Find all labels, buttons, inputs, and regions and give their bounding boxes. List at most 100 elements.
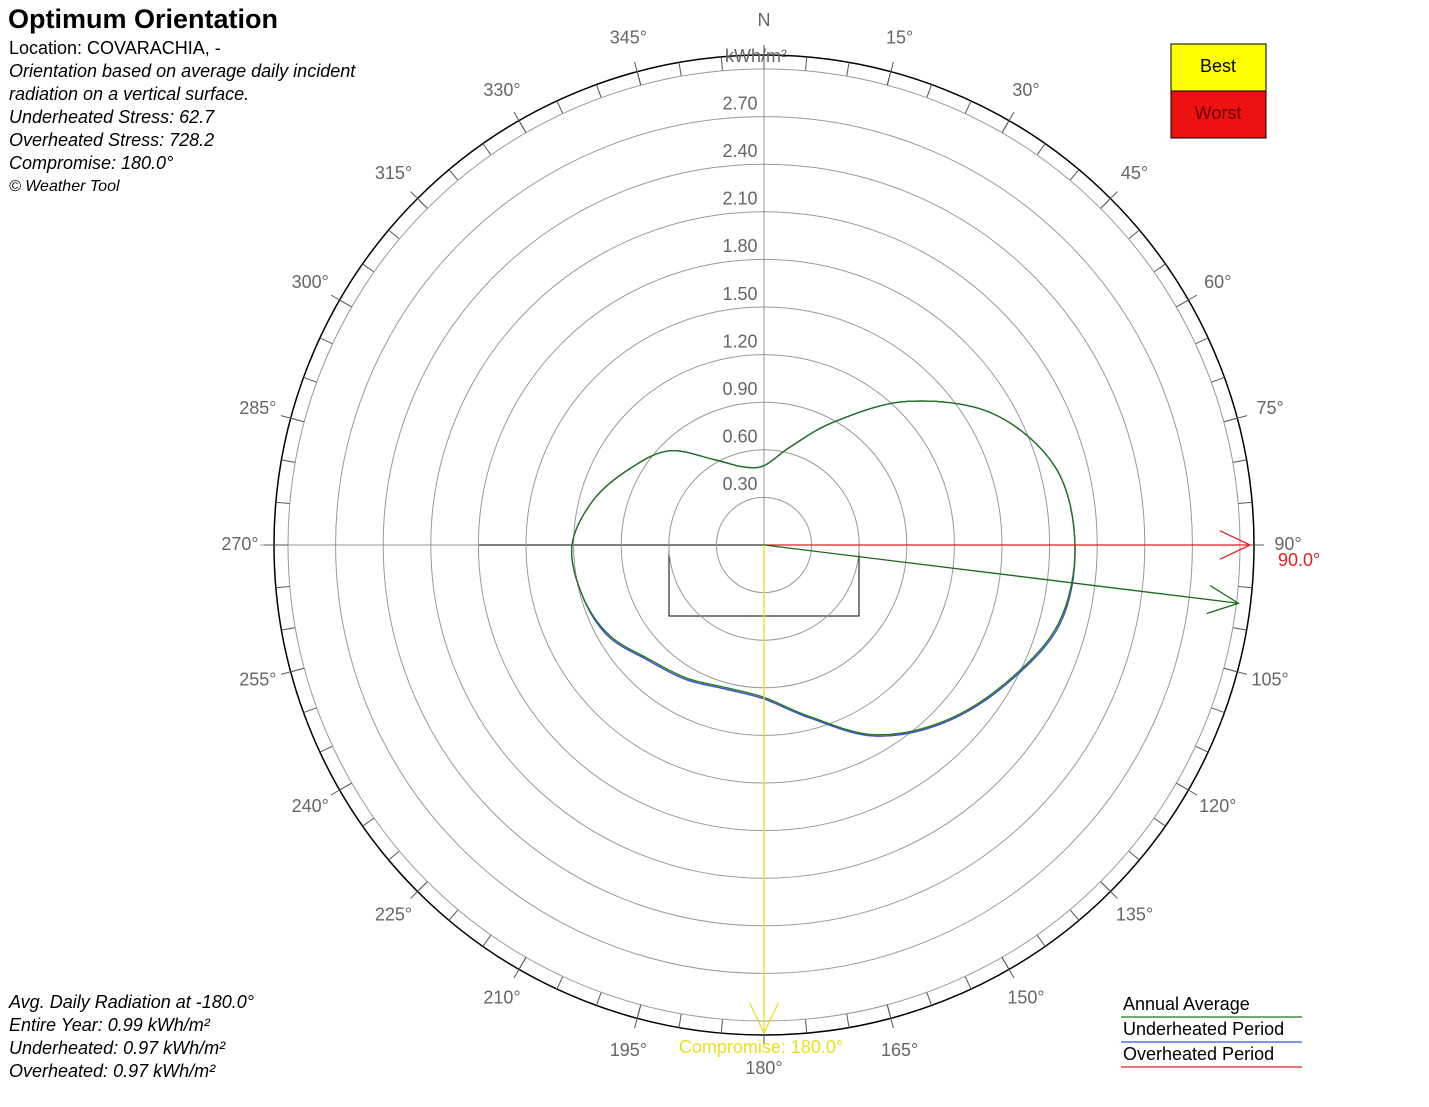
theta-tick-label: 120° — [1199, 796, 1236, 816]
minor-tick — [275, 585, 290, 589]
minor-tick — [388, 229, 400, 240]
minor-tick — [846, 62, 850, 77]
worst-label: Worst — [1195, 103, 1242, 123]
r-tick-label: 1.50 — [722, 284, 757, 304]
summary-line: Overheated: 0.97 kWh/m² — [9, 1061, 216, 1081]
theta-tick-label: 345° — [610, 28, 647, 48]
best-box — [1170, 43, 1267, 92]
average-arrow-head — [1206, 585, 1240, 615]
theta-tick-label: 240° — [292, 796, 329, 816]
best-angle-label: 90.0° — [1278, 550, 1320, 570]
theta-tick — [1175, 782, 1198, 796]
minor-tick — [804, 1019, 808, 1034]
theta-tick — [513, 956, 527, 979]
radial-axis-label: kWh/m² — [725, 46, 787, 66]
info-line: Overheated Stress: 728.2 — [9, 130, 214, 150]
theta-tick-label: 225° — [375, 904, 412, 924]
minor-tick — [362, 817, 375, 827]
summary-line: Underheated: 0.97 kWh/m² — [9, 1038, 226, 1058]
summary-line: Avg. Daily Radiation at -180.0° — [8, 992, 254, 1012]
minor-tick — [1195, 337, 1209, 345]
theta-tick-label: 300° — [292, 272, 329, 292]
theta-tick — [634, 1004, 642, 1029]
theta-tick — [1223, 415, 1248, 423]
minor-tick — [1069, 169, 1080, 181]
legend-label: Overheated Period — [1123, 1044, 1274, 1064]
minor-tick — [448, 909, 459, 921]
theta-tick — [1001, 111, 1015, 134]
theta-tick — [886, 1004, 894, 1029]
theta-tick — [330, 294, 353, 308]
minor-tick — [303, 707, 317, 714]
minor-tick — [1211, 376, 1225, 383]
minor-tick — [1036, 143, 1046, 156]
minor-tick — [964, 976, 972, 990]
minor-tick — [1195, 745, 1209, 753]
r-tick-label: 1.80 — [722, 236, 757, 256]
series-line — [570, 400, 1076, 737]
theta-tick-label: 315° — [375, 163, 412, 183]
theta-tick-label: 15° — [886, 28, 913, 48]
series-line — [570, 400, 1076, 737]
theta-tick-label: 30° — [1012, 80, 1039, 100]
minor-tick — [678, 62, 682, 77]
theta-tick-label: 105° — [1252, 669, 1289, 689]
minor-tick — [678, 1013, 682, 1028]
minor-tick — [281, 459, 296, 463]
theta-tick — [1175, 294, 1198, 308]
best-label: Best — [1200, 56, 1236, 76]
theta-tick — [1223, 667, 1248, 675]
theta-tick — [410, 191, 428, 209]
minor-tick — [556, 976, 564, 990]
minor-tick — [1238, 585, 1253, 589]
theta-tick-label: 45° — [1121, 163, 1148, 183]
theta-tick-label: 270° — [221, 534, 258, 554]
minor-tick — [1153, 263, 1166, 273]
minor-tick — [804, 56, 808, 71]
theta-tick-label: N — [758, 10, 771, 30]
theta-tick-label: 150° — [1007, 988, 1044, 1008]
best-arrow-head — [1219, 530, 1252, 560]
minor-tick — [448, 169, 459, 181]
r-tick-label: 0.30 — [722, 474, 757, 494]
minor-tick — [926, 84, 933, 98]
r-tick-label: 2.70 — [722, 93, 757, 113]
minor-tick — [964, 100, 972, 114]
minor-tick — [595, 992, 602, 1006]
theta-tick-label: 165° — [881, 1040, 918, 1060]
theta-tick-label: 75° — [1257, 398, 1284, 418]
compromise-label: Compromise: 180.0° — [679, 1037, 843, 1057]
minor-tick — [846, 1013, 850, 1028]
minor-tick — [720, 56, 724, 71]
minor-tick — [1036, 934, 1046, 947]
minor-tick — [362, 263, 375, 273]
r-tick-label: 0.60 — [722, 427, 757, 447]
info-line: radiation on a vertical surface. — [9, 84, 249, 104]
r-tick-label: 2.10 — [722, 189, 757, 209]
minor-tick — [303, 376, 317, 383]
theta-tick — [1100, 191, 1118, 209]
theta-tick-label: 195° — [610, 1040, 647, 1060]
info-line: Orientation based on average daily incid… — [9, 61, 356, 81]
minor-tick — [482, 934, 492, 947]
theta-tick — [280, 667, 305, 675]
info-line: Location: COVARACHIA, - — [9, 38, 221, 58]
minor-tick — [388, 850, 400, 861]
minor-tick — [1153, 817, 1166, 827]
minor-tick — [1128, 229, 1140, 240]
legend-label: Underheated Period — [1123, 1019, 1284, 1039]
theta-tick-label: 180° — [745, 1058, 782, 1078]
average-arrow — [763, 544, 1239, 604]
minor-tick — [1232, 459, 1247, 463]
worst-box — [1170, 90, 1267, 139]
minor-tick — [281, 627, 296, 631]
r-tick-label: 2.40 — [722, 141, 757, 161]
minor-tick — [319, 337, 333, 345]
minor-tick — [1128, 850, 1140, 861]
r-tick-label: 1.20 — [722, 331, 757, 351]
chart-title: Optimum Orientation — [8, 4, 278, 34]
theta-tick-label: 210° — [483, 988, 520, 1008]
compromise-line-head — [749, 1002, 779, 1035]
minor-tick — [1069, 909, 1080, 921]
